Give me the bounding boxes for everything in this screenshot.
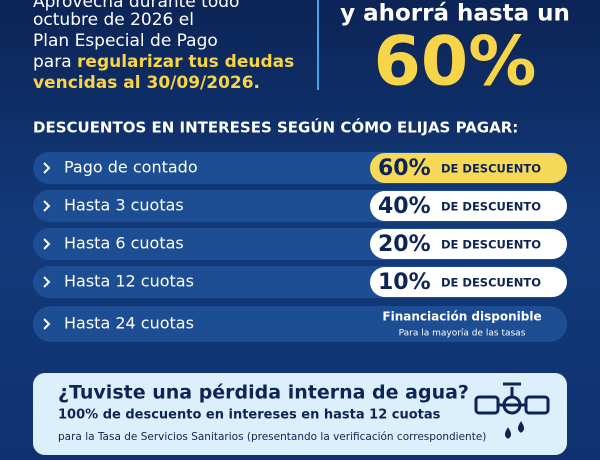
intro-line: para regularizar tus deudas (33, 52, 294, 72)
discount-badge (370, 153, 567, 183)
leak-line: 100% de descuento en intereses en hasta … (58, 408, 441, 423)
row-subnote: Para la mayoría de las tasas (399, 329, 526, 339)
discount-percent: 20% (378, 232, 431, 257)
row-label: Hasta 24 cuotas (64, 314, 194, 333)
headline-amount: 60% (374, 23, 537, 102)
faucet-icon (474, 382, 550, 439)
row-label: Pago de contado (64, 158, 198, 177)
discount-suffix: DE DESCUENTO (441, 200, 541, 214)
discount-rows: Pago de contado 60% DE DESCUENTO Hasta 3 cu… (33, 152, 567, 342)
intro-line: vencidas al 30/09/2026. (33, 73, 260, 93)
discount-badge (370, 229, 567, 259)
chevron (43, 318, 51, 330)
section-title: DESCUENTOS EN INTERESES SEGÚN CÓMO ELIJA… (33, 118, 518, 137)
intro-line: Plan Especial de Pago (33, 31, 218, 51)
row-label: Hasta 3 cuotas (64, 196, 184, 215)
row-note: Financiación disponible (382, 310, 541, 324)
leak-note: para la Tasa de Servicios Sanitarios (pr… (58, 431, 486, 443)
intro-highlight: regularizar tus deudas (77, 52, 294, 72)
chevron (43, 238, 51, 250)
leak-title: ¿Tuviste una pérdida interna de agua? (58, 382, 469, 404)
headline: y ahorrá hasta un (340, 1, 570, 27)
discount-percent: 40% (378, 194, 431, 219)
intro-line: Aprovechá durante todo (33, 0, 239, 12)
discount-percent: 60% (378, 156, 431, 181)
intro-line: octubre de 2026 el (33, 10, 194, 30)
discount-badge (370, 191, 567, 221)
leak-box (33, 373, 567, 455)
discount-badge (370, 267, 567, 297)
chevron (43, 276, 51, 288)
row-label: Hasta 6 cuotas (64, 234, 184, 253)
row-background (33, 306, 567, 342)
discount-suffix: DE DESCUENTO (441, 238, 541, 252)
chevron (43, 162, 51, 174)
row-label: Hasta 12 cuotas (64, 272, 194, 291)
intro-text: para (33, 52, 72, 72)
discount-suffix: DE DESCUENTO (441, 276, 541, 290)
discount-percent: 10% (378, 270, 431, 295)
discount-suffix: DE DESCUENTO (441, 162, 541, 176)
chevron (43, 200, 51, 212)
